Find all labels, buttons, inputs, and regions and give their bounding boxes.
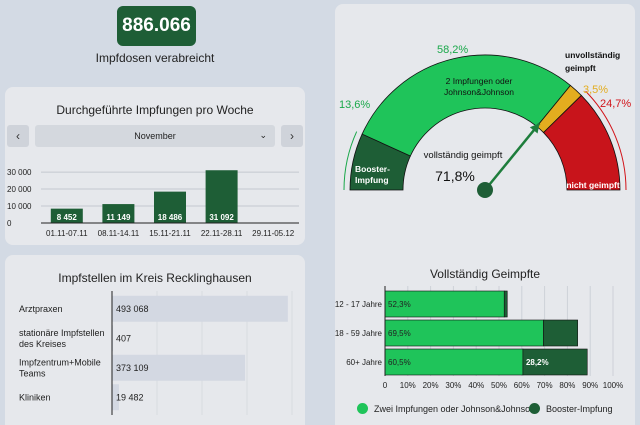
station-value: 407 bbox=[116, 333, 131, 343]
legend-item-booster: Booster-Impfung bbox=[529, 403, 613, 414]
next-month-button[interactable]: › bbox=[281, 125, 303, 147]
segment-bracket bbox=[585, 90, 627, 191]
week-bar-value: 8 452 bbox=[57, 213, 78, 222]
station-value: 373 109 bbox=[116, 363, 149, 373]
x-tick-label: 01.11-07.11 bbox=[46, 229, 88, 238]
gauge-segment-label: Booster- bbox=[355, 164, 390, 174]
week-bar bbox=[205, 170, 238, 223]
week-bar-value: 11 149 bbox=[106, 213, 131, 222]
stations-card: Impfstellen im Kreis Recklinghausen 493 … bbox=[5, 255, 305, 425]
gauge-segment-label: geimpft bbox=[565, 63, 596, 73]
station-value: 19 482 bbox=[116, 392, 144, 402]
chevron-down-icon: ⌄ bbox=[259, 130, 267, 140]
x-tick-label: 22.11-28.11 bbox=[201, 229, 243, 238]
x-tick-label: 08.11-14.11 bbox=[98, 229, 140, 238]
gauge-needle bbox=[484, 122, 541, 191]
station-category-label: stationäre Impfstellen bbox=[19, 328, 105, 338]
weekly-card: Durchgeführte Impfungen pro Woche ‹ Nove… bbox=[5, 87, 305, 245]
station-value: 493 068 bbox=[116, 304, 149, 314]
y-tick-label: 0 bbox=[7, 219, 12, 228]
weekly-title: Durchgeführte Impfungen pro Woche bbox=[56, 103, 254, 117]
age-bar-label: 52,3% bbox=[388, 300, 411, 309]
x-tick-label: 100% bbox=[603, 381, 623, 390]
station-category-label: Arztpraxen bbox=[19, 304, 63, 314]
gauge-percent-label: 3,5% bbox=[583, 84, 608, 96]
age-bar-label: 60,5% bbox=[388, 358, 411, 367]
x-tick-label: 90% bbox=[582, 381, 598, 390]
gauge-percent-label: 58,2% bbox=[437, 44, 468, 56]
week-bar bbox=[154, 191, 186, 223]
gauge-needle-value: 71,8% bbox=[435, 168, 475, 184]
x-tick-label: 70% bbox=[537, 381, 553, 390]
age-bar-chart: 0 10% 20% 30% 40% 50% 60% 70% 80% 90% 100% 12 - 17 … bbox=[335, 286, 623, 390]
week-bar-value: 31 092 bbox=[209, 213, 234, 222]
chevron-right-icon: › bbox=[290, 129, 294, 143]
x-tick-label: 40% bbox=[468, 381, 484, 390]
vaccination-status-card: Booster- Impfung 2 Impfungen oder Johnson&J… bbox=[335, 4, 635, 425]
station-bar bbox=[112, 354, 246, 381]
kpi-value-box: 886.066 bbox=[117, 6, 196, 46]
station-category-label: Kliniken bbox=[19, 392, 51, 402]
y-tick-label: 60+ Jahre bbox=[346, 358, 382, 367]
stations-bar-chart: 493 068 Arztpraxen 407 stationäre Impfstell… bbox=[19, 291, 293, 415]
week-bar-value: 18 486 bbox=[158, 213, 183, 222]
station-category-label: Teams bbox=[19, 368, 46, 378]
gauge-segment-label: nicht geimpft bbox=[566, 180, 620, 190]
gauge-percent-label: 13,6% bbox=[339, 99, 370, 111]
age-bar-segment bbox=[522, 348, 588, 376]
x-tick-label: 10% bbox=[400, 381, 416, 390]
age-bar-label: 28,2% bbox=[526, 358, 549, 367]
gauge-needle-hub bbox=[477, 182, 493, 198]
kpi-value: 886.066 bbox=[122, 15, 191, 36]
gauge-segment-label: Johnson&Johnson bbox=[444, 87, 514, 97]
age-bar-segment bbox=[384, 319, 544, 347]
gauge-segment-label: 2 Impfungen oder bbox=[446, 76, 513, 86]
x-tick-label: 80% bbox=[559, 381, 575, 390]
x-tick-label: 20% bbox=[423, 381, 439, 390]
legend-item-two-doses: Zwei Impfungen oder Johnson&Johnson bbox=[357, 403, 535, 414]
y-tick-label: 10 000 bbox=[7, 202, 32, 211]
y-tick-label: 12 - 17 Jahre bbox=[335, 300, 383, 309]
gauge-segment-label: Impfung bbox=[355, 175, 389, 185]
month-select[interactable]: November ⌄ bbox=[35, 125, 275, 147]
y-tick-label: 18 - 59 Jahre bbox=[335, 329, 383, 338]
week-bar bbox=[50, 208, 83, 223]
gauge-needle-head bbox=[529, 123, 540, 134]
legend-label: Booster-Impfung bbox=[546, 403, 613, 414]
age-bar-segment bbox=[384, 348, 524, 376]
prev-month-button[interactable]: ‹ bbox=[7, 125, 29, 147]
weekly-bar-chart: 0 10 000 20 000 30 000 8 452 01.11-07.11 11 14… bbox=[7, 168, 299, 238]
legend-swatch bbox=[529, 403, 540, 414]
kpi-label: Impfdosen verabreicht bbox=[95, 51, 215, 65]
gauge-needle-label: vollständig geimpft bbox=[424, 150, 503, 161]
gauge-segment bbox=[361, 54, 571, 157]
x-tick-label: 15.11-21.11 bbox=[149, 229, 191, 238]
y-tick-label: 30 000 bbox=[7, 168, 32, 177]
x-tick-label: 60% bbox=[514, 381, 530, 390]
x-tick-label: 30% bbox=[445, 381, 461, 390]
week-bar bbox=[102, 204, 135, 223]
x-tick-label: 50% bbox=[491, 381, 507, 390]
gauge-segment bbox=[542, 94, 621, 191]
vaccination-gauge: Booster-Impfung 2 Impfungen oderJohnson&J… bbox=[339, 44, 631, 198]
station-category-label: Impfzentrum+Mobile bbox=[19, 357, 101, 367]
station-bar bbox=[112, 384, 119, 411]
month-select-value: November bbox=[134, 131, 176, 141]
age-bar-label: 69,5% bbox=[388, 329, 411, 338]
x-tick-label: 29.11-05.12 bbox=[252, 229, 295, 238]
stations-title: Impfstellen im Kreis Recklinghausen bbox=[58, 271, 252, 285]
station-bar bbox=[112, 295, 288, 322]
gauge-percent-label: 24,7% bbox=[600, 98, 631, 110]
legend-swatch bbox=[357, 403, 368, 414]
gauge-segment-label: unvollständig bbox=[565, 50, 620, 60]
age-chart-title: Vollständig Geimpfte bbox=[429, 267, 541, 281]
y-tick-label: 20 000 bbox=[7, 185, 32, 194]
x-tick-label: 0 bbox=[383, 381, 388, 390]
age-bar-segment bbox=[503, 290, 508, 318]
legend-label: Zwei Impfungen oder Johnson&Johnson bbox=[374, 403, 536, 414]
segment-bracket bbox=[343, 131, 358, 191]
station-category-label: des Kreises bbox=[19, 339, 67, 349]
age-bar-segment bbox=[543, 319, 578, 347]
chevron-left-icon: ‹ bbox=[16, 129, 20, 143]
